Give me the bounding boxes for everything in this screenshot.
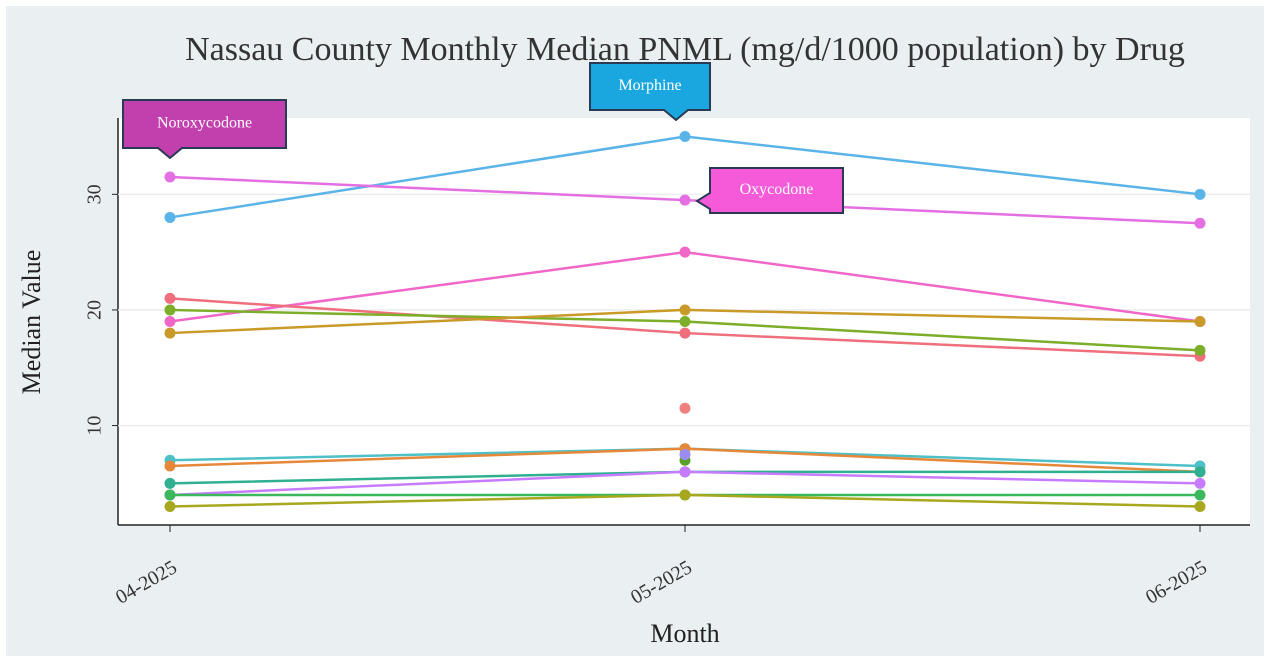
data-point (164, 327, 176, 339)
data-point (679, 194, 691, 206)
data-point (679, 246, 691, 258)
data-point (679, 131, 691, 142)
data-point (1194, 344, 1206, 356)
data-point (164, 211, 176, 223)
annotation: Oxycodone (695, 167, 844, 214)
data-point (679, 448, 691, 460)
data-point (164, 304, 176, 316)
data-point (1194, 188, 1206, 200)
data-point (1194, 217, 1206, 229)
y-tick-label: 20 (84, 300, 106, 320)
annotation-text: Oxycodone (740, 181, 814, 198)
annotation: Noroxycodone (122, 99, 287, 160)
data-point (164, 501, 176, 512)
data-point (679, 304, 691, 316)
data-point (164, 171, 176, 183)
data-point (164, 292, 176, 304)
data-point (679, 489, 691, 501)
data-point (1194, 316, 1206, 327)
data-point (1194, 489, 1206, 501)
annotation: Morphine (589, 62, 711, 122)
annotation-text: Morphine (618, 77, 681, 94)
data-point (164, 489, 176, 501)
data-point (679, 327, 691, 339)
y-tick-label: 30 (84, 184, 106, 204)
data-point (1194, 477, 1206, 489)
data-point (164, 316, 176, 327)
x-axis-label: Month (650, 619, 719, 648)
data-point (1194, 466, 1206, 478)
y-tick-label: 10 (84, 416, 106, 436)
data-point (1194, 501, 1206, 512)
data-point (164, 460, 176, 472)
data-point (164, 477, 176, 489)
annotation-text: Noroxycodone (157, 115, 252, 132)
data-point (679, 316, 691, 327)
y-axis-label: Median Value (17, 250, 46, 395)
data-point (679, 402, 691, 414)
annotation-box (122, 99, 287, 160)
chart-title: Nassau County Monthly Median PNML (mg/d/… (185, 31, 1185, 68)
data-point (679, 466, 691, 478)
annotation-box (695, 167, 844, 214)
annotation-box (589, 62, 711, 122)
